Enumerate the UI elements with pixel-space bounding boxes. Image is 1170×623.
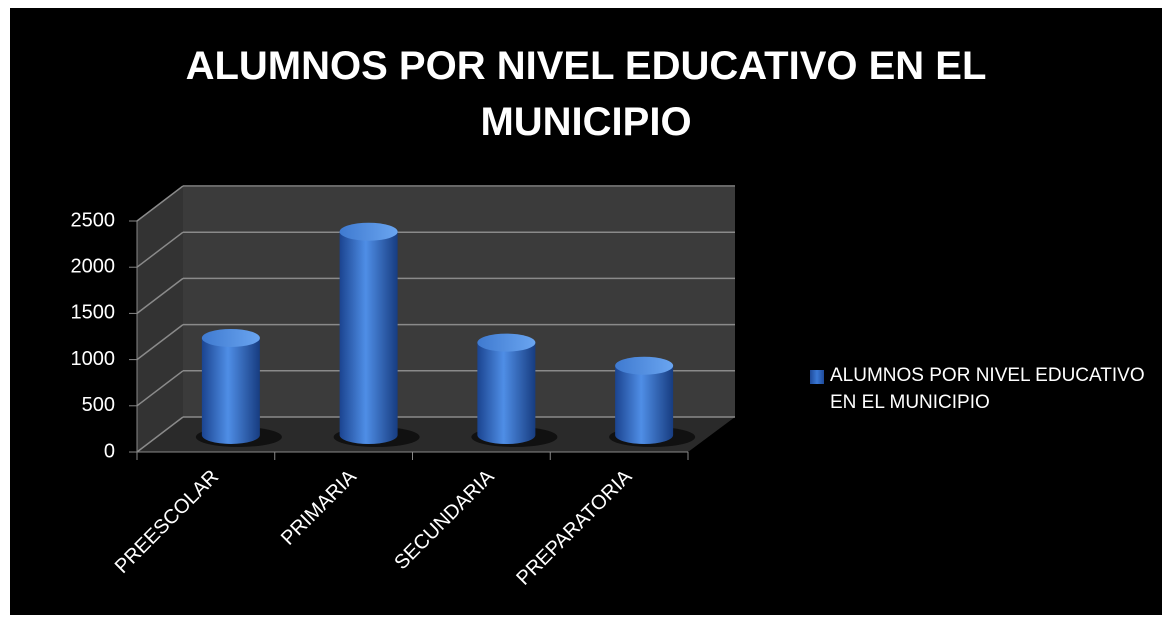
y-tick-label: 1500 bbox=[71, 302, 116, 324]
title-box: ALUMNOS POR NIVEL EDUCATIVO EN EL MUNICI… bbox=[10, 38, 1162, 150]
bar-top bbox=[339, 222, 398, 241]
bar bbox=[201, 337, 260, 444]
bar-top bbox=[615, 356, 674, 375]
bar bbox=[615, 365, 674, 444]
grid-line bbox=[136, 231, 184, 268]
bar-top bbox=[201, 328, 260, 347]
grid-line bbox=[136, 370, 184, 407]
floor bbox=[137, 417, 735, 452]
legend-label: ALUMNOS POR NIVEL EDUCATIVO EN EL MUNICI… bbox=[830, 365, 1145, 413]
bar bbox=[477, 342, 536, 444]
chart-title: ALUMNOS POR NIVEL EDUCATIVO EN EL MUNICI… bbox=[185, 44, 987, 144]
legend-swatch bbox=[810, 370, 824, 384]
bar-top bbox=[477, 333, 536, 352]
y-tick-label: 2500 bbox=[71, 209, 116, 231]
side-wall bbox=[137, 187, 183, 452]
x-tick-label: PREPARATORIA bbox=[512, 465, 636, 589]
bar bbox=[339, 231, 398, 444]
grid-line bbox=[136, 185, 184, 222]
y-tick-label: 2000 bbox=[71, 255, 116, 277]
x-tick-label: PRIMARIA bbox=[277, 465, 361, 549]
y-tick-label: 1000 bbox=[71, 348, 116, 370]
x-tick-label: SECUNDARIA bbox=[390, 465, 499, 574]
grid-line bbox=[136, 277, 184, 314]
y-tick-label: 500 bbox=[82, 394, 115, 416]
grid-line bbox=[136, 416, 184, 453]
grid-line bbox=[136, 324, 184, 361]
y-tick-label: 0 bbox=[104, 440, 115, 462]
legend: ALUMNOS POR NIVEL EDUCATIVO EN EL MUNICI… bbox=[810, 362, 1160, 416]
x-tick-label: PREESCOLAR bbox=[111, 466, 223, 578]
back-wall bbox=[183, 187, 735, 417]
